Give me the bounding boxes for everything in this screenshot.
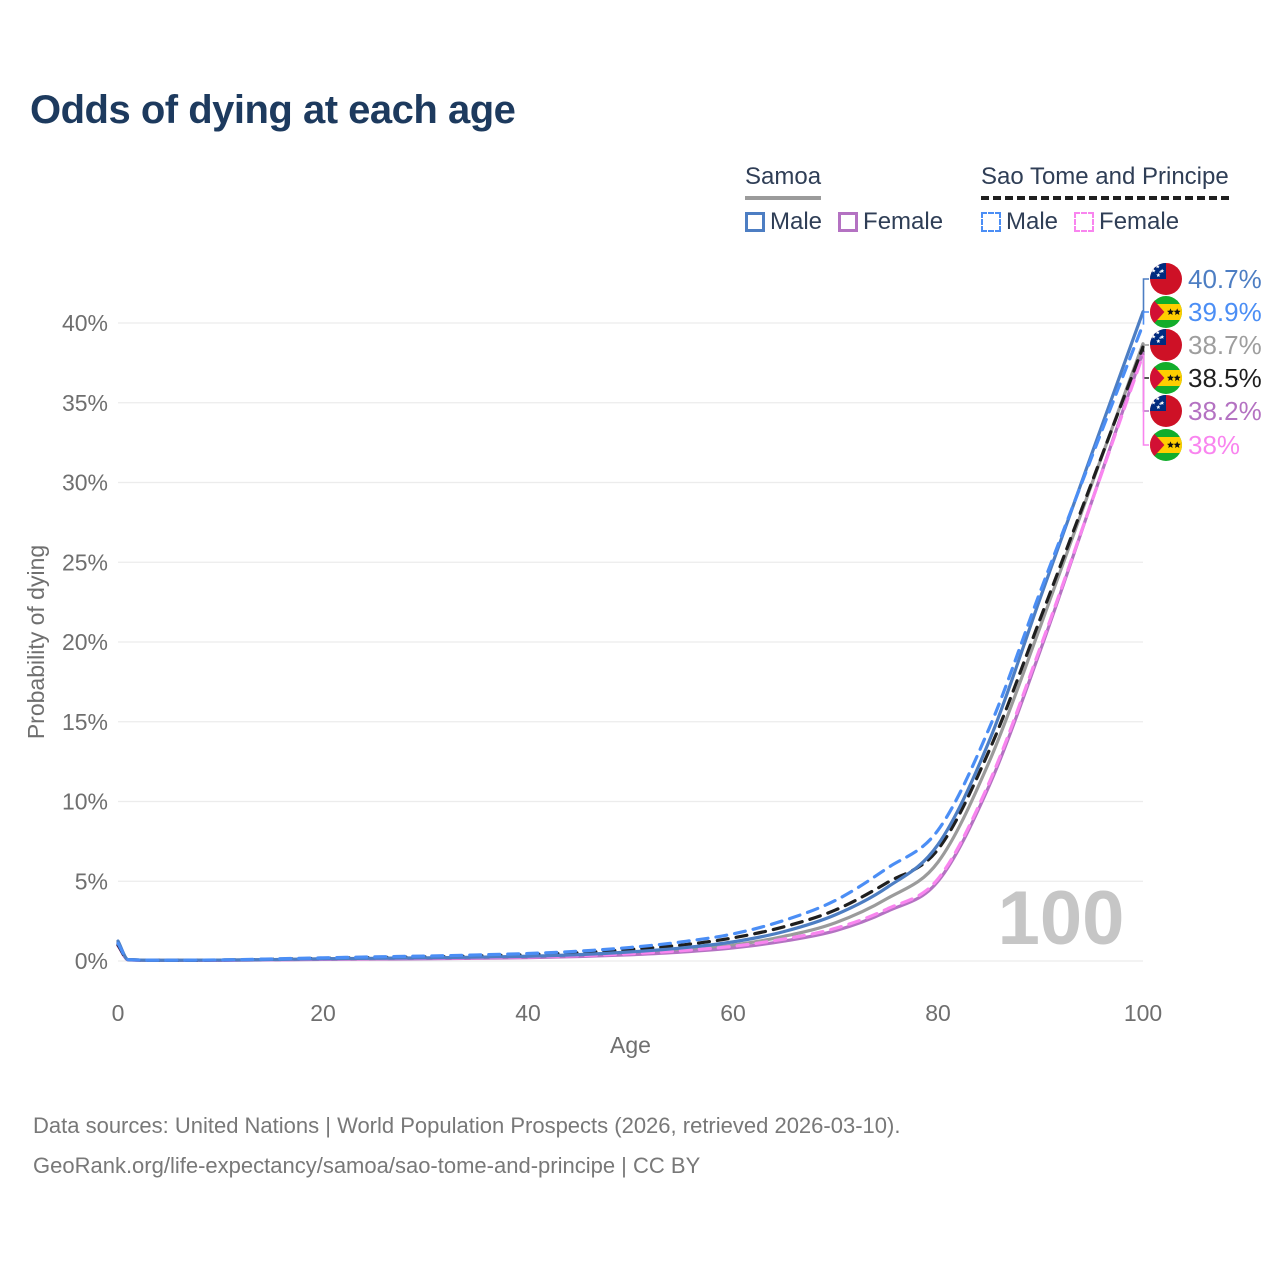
legend-item-samoa-female[interactable]: Female [838, 208, 943, 236]
legend-item-label: Female [863, 208, 944, 235]
series-line-sao-tome-and-principe-male[interactable] [116, 322, 1145, 962]
y-tick-label: 25% [62, 549, 108, 575]
y-tick-label: 5% [75, 868, 108, 894]
y-tick-label: 35% [62, 390, 108, 416]
legend-item-label: Male [1006, 208, 1059, 235]
y-tick-label: 20% [62, 629, 108, 655]
legend-item-sao-tome-male[interactable]: Male [981, 208, 1058, 236]
legend-group-samoa: Samoa Male Female [745, 163, 943, 236]
end-value-label-sao-tome-and-principe-female: 38% [1188, 430, 1240, 460]
samoa-flag-icon [1150, 395, 1182, 427]
end-label-leader-line [1142, 354, 1149, 446]
y-tick-label: 30% [62, 470, 108, 496]
footer-sources: Data sources: United Nations | World Pop… [33, 1113, 901, 1138]
x-tick-label: 80 [925, 1000, 951, 1026]
legend-item-samoa-male[interactable]: Male [745, 208, 822, 236]
end-value-label-samoa: 38.7% [1188, 330, 1262, 360]
legend-item-label: Female [1099, 208, 1180, 235]
footer: Data sources: United Nations | World Pop… [33, 1106, 900, 1186]
end-value-label-sao-tome-and-principe: 38.5% [1188, 363, 1262, 393]
x-tick-label: 20 [310, 1000, 336, 1026]
y-axis-title: Probability of dying [23, 545, 49, 739]
sao-tome-flag-icon [1150, 362, 1182, 394]
legend-item-label: Male [770, 208, 823, 235]
y-tick-label: 40% [62, 310, 108, 336]
legend-group-title-samoa: Samoa [745, 163, 822, 200]
series-line-samoa-male[interactable] [116, 310, 1145, 962]
series-line-sao-tome-and-principe[interactable] [116, 345, 1145, 962]
end-value-label-samoa-male: 40.7% [1188, 264, 1262, 294]
footer-attribution: GeoRank.org/life-expectancy/samoa/sao-to… [33, 1153, 701, 1178]
legend-group-sao-tome: Sao Tome and Principe Male Female [981, 163, 1229, 236]
x-tick-label: 60 [720, 1000, 746, 1026]
sao-tome-flag-icon [1150, 429, 1182, 461]
legend-item-sao-tome-female[interactable]: Female [1074, 208, 1179, 236]
end-label-leader-line [1142, 278, 1149, 312]
samoa-flag-icon [1150, 329, 1182, 361]
x-tick-label: 0 [112, 1000, 125, 1026]
end-value-label-samoa-female: 38.2% [1188, 396, 1262, 426]
x-tick-label: 40 [515, 1000, 541, 1026]
x-tick-label: 100 [1124, 1000, 1162, 1026]
series-line-samoa-female[interactable] [116, 350, 1145, 963]
end-label-leader-line [1142, 351, 1149, 412]
end-label-leader-line [1142, 311, 1149, 325]
end-value-label-sao-tome-and-principe-male: 39.9% [1188, 297, 1262, 327]
legend-items-samoa: Male Female [745, 208, 943, 236]
samoa-flag-icon [1150, 263, 1182, 295]
series-line-sao-tome-and-principe-female[interactable] [116, 353, 1145, 962]
watermark-age-100: 100 [998, 876, 1125, 961]
samoa-female-swatch-icon [838, 212, 859, 232]
sao-tome-female-swatch-icon [1074, 212, 1095, 232]
y-tick-label: 10% [62, 789, 108, 815]
y-tick-label: 15% [62, 709, 108, 735]
series-line-samoa[interactable] [116, 342, 1145, 962]
page-title: Odds of dying at each age [30, 88, 516, 132]
samoa-male-swatch-icon [745, 212, 765, 232]
sao-tome-flag-icon [1150, 296, 1182, 328]
legend-items-sao-tome: Male Female [981, 208, 1229, 236]
y-tick-label: 0% [75, 948, 108, 974]
end-label-leader-line [1142, 343, 1149, 346]
x-axis-title: Age [610, 1032, 651, 1058]
sao-tome-male-swatch-icon [981, 212, 1001, 232]
legend-group-title-sao-tome: Sao Tome and Principe [981, 163, 1229, 200]
